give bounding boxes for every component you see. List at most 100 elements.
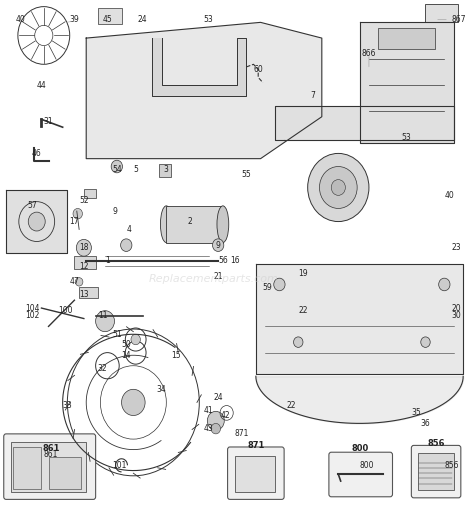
Circle shape xyxy=(76,239,91,256)
Circle shape xyxy=(73,209,82,219)
Text: 50: 50 xyxy=(121,340,131,349)
Text: 41: 41 xyxy=(204,406,214,415)
Text: 53: 53 xyxy=(402,133,411,142)
Circle shape xyxy=(28,212,45,231)
Text: 54: 54 xyxy=(112,164,122,173)
Ellipse shape xyxy=(160,206,172,242)
Circle shape xyxy=(111,160,122,173)
Circle shape xyxy=(331,180,346,196)
Text: 100: 100 xyxy=(58,306,72,315)
Text: 3: 3 xyxy=(164,164,169,173)
Bar xyxy=(166,206,223,242)
Bar xyxy=(159,164,171,177)
Text: 53: 53 xyxy=(204,15,214,24)
Text: 59: 59 xyxy=(263,282,273,291)
FancyBboxPatch shape xyxy=(228,447,284,500)
Text: 17: 17 xyxy=(70,217,79,226)
Text: 44: 44 xyxy=(36,81,46,90)
Text: 5: 5 xyxy=(133,164,138,173)
Text: 40: 40 xyxy=(444,191,454,200)
Text: 800: 800 xyxy=(352,444,369,453)
Text: 51: 51 xyxy=(112,330,122,339)
Text: 55: 55 xyxy=(242,170,251,179)
Text: 13: 13 xyxy=(79,290,89,299)
Circle shape xyxy=(319,167,357,209)
Polygon shape xyxy=(256,264,463,374)
Polygon shape xyxy=(275,106,454,140)
Text: Replacementparts.com: Replacementparts.com xyxy=(148,274,278,284)
Bar xyxy=(84,189,96,199)
Circle shape xyxy=(293,337,303,347)
Text: 20: 20 xyxy=(451,304,461,313)
Text: 9: 9 xyxy=(112,207,117,216)
Text: 104: 104 xyxy=(25,304,39,313)
Polygon shape xyxy=(86,22,322,159)
Text: 35: 35 xyxy=(411,408,421,417)
Text: 2: 2 xyxy=(188,217,192,226)
Polygon shape xyxy=(152,38,246,96)
FancyBboxPatch shape xyxy=(411,445,461,498)
Text: 36: 36 xyxy=(420,419,430,428)
Text: 46: 46 xyxy=(32,149,42,158)
Circle shape xyxy=(75,278,83,286)
Text: 871: 871 xyxy=(235,430,249,438)
Text: 60: 60 xyxy=(253,65,263,74)
Circle shape xyxy=(421,337,430,347)
Bar xyxy=(79,287,98,298)
Text: 30: 30 xyxy=(451,311,461,320)
Text: 866: 866 xyxy=(362,50,376,58)
Text: 56: 56 xyxy=(218,256,228,266)
Polygon shape xyxy=(359,22,454,143)
Circle shape xyxy=(211,423,220,434)
Text: 14: 14 xyxy=(121,351,131,360)
Text: 47: 47 xyxy=(70,277,79,286)
Text: 42: 42 xyxy=(220,411,230,420)
Bar xyxy=(419,453,454,490)
Text: 57: 57 xyxy=(27,201,37,210)
Text: 23: 23 xyxy=(451,243,461,252)
Text: 12: 12 xyxy=(79,261,89,271)
Text: 33: 33 xyxy=(63,401,72,409)
Text: 11: 11 xyxy=(98,311,108,320)
Text: 24: 24 xyxy=(213,393,223,402)
Text: 21: 21 xyxy=(213,272,223,281)
Bar xyxy=(426,4,458,22)
Bar xyxy=(378,27,435,48)
FancyBboxPatch shape xyxy=(329,452,392,497)
Text: 16: 16 xyxy=(230,256,239,266)
FancyBboxPatch shape xyxy=(4,434,96,500)
Text: 4: 4 xyxy=(126,225,131,234)
Text: 800: 800 xyxy=(359,461,374,470)
Text: 45: 45 xyxy=(102,15,112,24)
Text: 22: 22 xyxy=(298,306,308,315)
Text: 34: 34 xyxy=(157,385,166,394)
Text: 43: 43 xyxy=(204,424,214,433)
Ellipse shape xyxy=(217,206,229,242)
Bar xyxy=(98,8,121,24)
Bar xyxy=(13,447,41,489)
Circle shape xyxy=(131,334,140,345)
Text: 19: 19 xyxy=(298,269,308,278)
Text: 32: 32 xyxy=(98,364,108,373)
Text: 861: 861 xyxy=(44,451,58,460)
Circle shape xyxy=(308,153,369,221)
Text: 856: 856 xyxy=(427,439,445,448)
Text: 871: 871 xyxy=(247,441,264,450)
Text: 31: 31 xyxy=(44,118,53,126)
Circle shape xyxy=(438,278,450,291)
Text: 861: 861 xyxy=(42,444,60,453)
Circle shape xyxy=(274,278,285,291)
Text: 24: 24 xyxy=(138,15,147,24)
Text: 9: 9 xyxy=(216,241,220,250)
Bar xyxy=(11,442,86,492)
Text: 18: 18 xyxy=(79,243,89,252)
Text: 1: 1 xyxy=(105,256,110,266)
Text: 22: 22 xyxy=(286,401,296,409)
Text: 40: 40 xyxy=(15,15,25,24)
Bar xyxy=(48,457,82,489)
Text: 867: 867 xyxy=(451,15,466,24)
Polygon shape xyxy=(6,190,67,253)
Bar xyxy=(74,256,96,269)
Text: 102: 102 xyxy=(25,311,39,320)
Text: 7: 7 xyxy=(310,91,315,100)
